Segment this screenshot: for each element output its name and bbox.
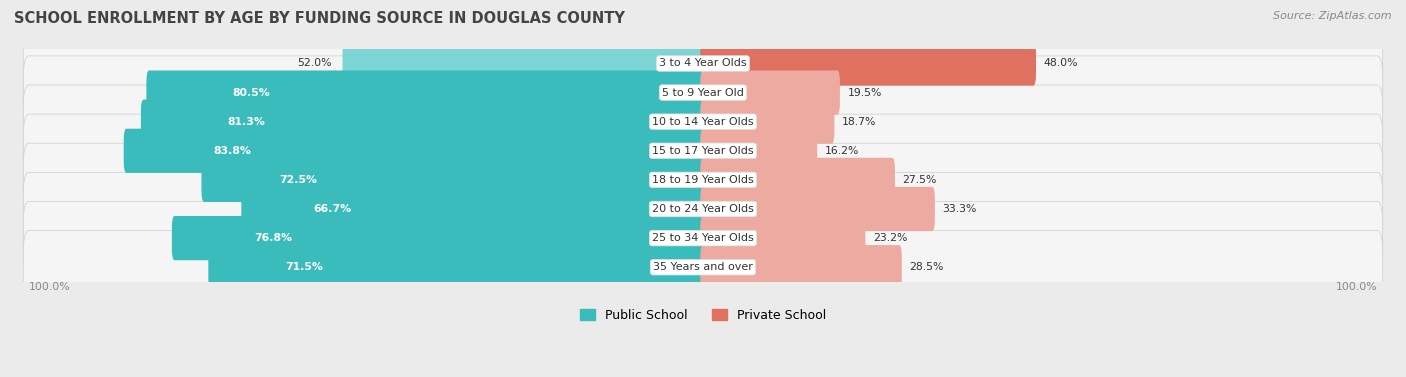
Text: 72.5%: 72.5% [278,175,316,185]
Text: 100.0%: 100.0% [1336,282,1378,292]
FancyBboxPatch shape [24,201,1382,275]
Text: 18 to 19 Year Olds: 18 to 19 Year Olds [652,175,754,185]
FancyBboxPatch shape [24,114,1382,187]
FancyBboxPatch shape [700,41,1036,86]
FancyBboxPatch shape [24,231,1382,304]
FancyBboxPatch shape [146,70,706,115]
FancyBboxPatch shape [208,245,706,289]
FancyBboxPatch shape [700,70,839,115]
Text: 15 to 17 Year Olds: 15 to 17 Year Olds [652,146,754,156]
FancyBboxPatch shape [24,143,1382,216]
Text: 27.5%: 27.5% [903,175,936,185]
FancyBboxPatch shape [24,56,1382,129]
Text: SCHOOL ENROLLMENT BY AGE BY FUNDING SOURCE IN DOUGLAS COUNTY: SCHOOL ENROLLMENT BY AGE BY FUNDING SOUR… [14,11,624,26]
FancyBboxPatch shape [124,129,706,173]
Text: 18.7%: 18.7% [842,117,876,127]
Text: Source: ZipAtlas.com: Source: ZipAtlas.com [1274,11,1392,21]
Text: 20 to 24 Year Olds: 20 to 24 Year Olds [652,204,754,214]
Text: 19.5%: 19.5% [848,87,882,98]
Text: 81.3%: 81.3% [228,117,266,127]
Text: 16.2%: 16.2% [825,146,859,156]
FancyBboxPatch shape [24,85,1382,158]
FancyBboxPatch shape [141,100,706,144]
FancyBboxPatch shape [700,187,935,231]
FancyBboxPatch shape [242,187,706,231]
Text: 23.2%: 23.2% [873,233,907,243]
FancyBboxPatch shape [700,100,834,144]
Text: 33.3%: 33.3% [942,204,977,214]
Legend: Public School, Private School: Public School, Private School [575,304,831,327]
FancyBboxPatch shape [700,158,896,202]
Text: 35 Years and over: 35 Years and over [652,262,754,272]
Text: 5 to 9 Year Old: 5 to 9 Year Old [662,87,744,98]
FancyBboxPatch shape [343,41,706,86]
Text: 28.5%: 28.5% [910,262,943,272]
Text: 25 to 34 Year Olds: 25 to 34 Year Olds [652,233,754,243]
Text: 48.0%: 48.0% [1043,58,1078,69]
Text: 76.8%: 76.8% [254,233,292,243]
FancyBboxPatch shape [172,216,706,260]
FancyBboxPatch shape [700,245,901,289]
Text: 80.5%: 80.5% [232,87,270,98]
Text: 10 to 14 Year Olds: 10 to 14 Year Olds [652,117,754,127]
FancyBboxPatch shape [24,172,1382,246]
Text: 52.0%: 52.0% [297,58,332,69]
Text: 71.5%: 71.5% [285,262,323,272]
Text: 83.8%: 83.8% [212,146,250,156]
Text: 3 to 4 Year Olds: 3 to 4 Year Olds [659,58,747,69]
Text: 66.7%: 66.7% [314,204,352,214]
FancyBboxPatch shape [201,158,706,202]
FancyBboxPatch shape [700,129,817,173]
FancyBboxPatch shape [700,216,865,260]
Text: 100.0%: 100.0% [28,282,70,292]
FancyBboxPatch shape [24,27,1382,100]
